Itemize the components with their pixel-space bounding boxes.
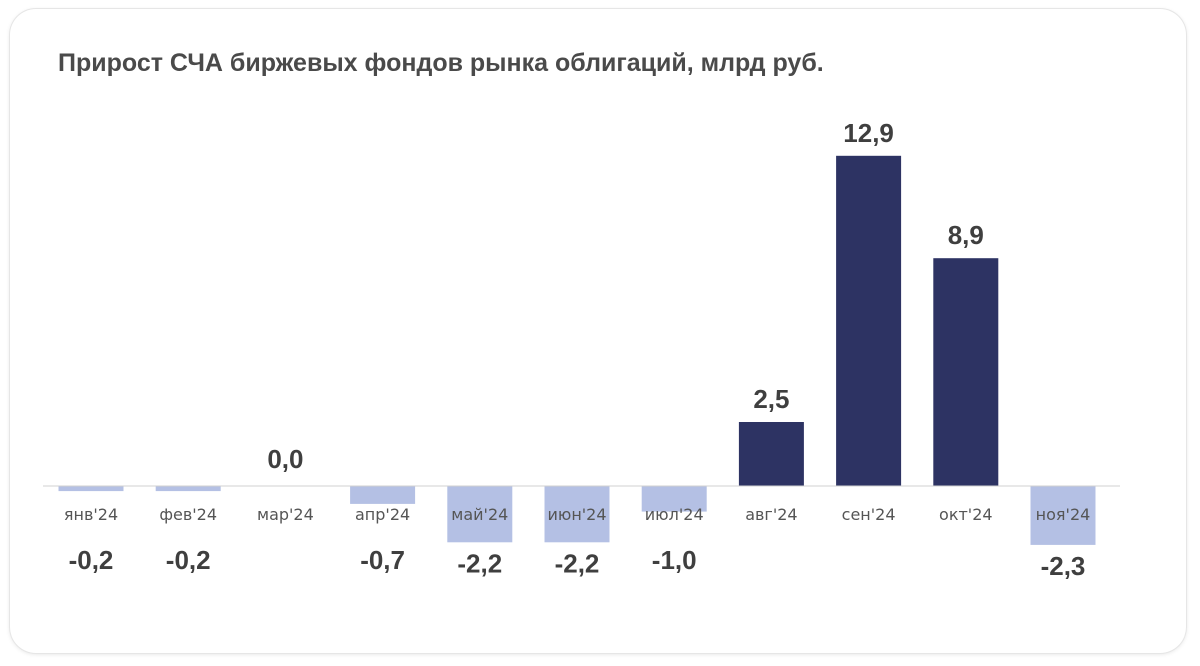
data-label-8: 2,5 (753, 384, 789, 414)
category-label-3: мар'24 (257, 505, 314, 524)
data-label-6: -2,2 (555, 548, 600, 578)
data-label-4: -0,7 (360, 545, 405, 575)
chart-card: Прирост СЧА биржевых фондов рынка облига… (10, 9, 1186, 653)
data-label-5: -2,2 (457, 548, 502, 578)
bar-6 (544, 486, 610, 543)
category-label-5: май'24 (451, 505, 508, 524)
chart-title: Прирост СЧА биржевых фондов рынка облига… (58, 49, 824, 77)
data-label-1: -0,2 (69, 545, 114, 575)
category-label-10: окт'24 (939, 505, 993, 524)
bar-11 (1030, 486, 1096, 545)
category-label-1: янв'24 (64, 505, 118, 524)
category-label-8: авг'24 (745, 505, 797, 524)
category-label-2: фев'24 (159, 505, 217, 524)
bar-1 (58, 486, 124, 492)
data-label-11: -2,3 (1041, 551, 1086, 581)
bar-2 (155, 486, 221, 492)
data-label-7: -1,0 (652, 545, 697, 575)
category-label-4: апр'24 (355, 505, 410, 524)
data-label-10: 8,9 (948, 220, 984, 250)
data-label-9: 12,9 (843, 118, 894, 148)
bar-8 (738, 422, 804, 486)
data-label-2: -0,2 (166, 545, 211, 575)
category-label-9: сен'24 (842, 505, 896, 524)
bar-chart: янв'24 фев'24 мар'24 апр'24 май'24 июн'24 июл'… (43, 118, 1120, 581)
bar-4 (350, 486, 416, 504)
data-label-3: 0,0 (267, 444, 303, 474)
category-label-11: ноя'24 (1036, 505, 1091, 524)
bar-9 (836, 155, 902, 487)
category-label-6: июн'24 (547, 505, 606, 524)
bar-7 (641, 486, 707, 512)
category-label-7: июл'24 (645, 505, 704, 524)
bar-5 (447, 486, 513, 543)
bar-10 (933, 258, 999, 486)
